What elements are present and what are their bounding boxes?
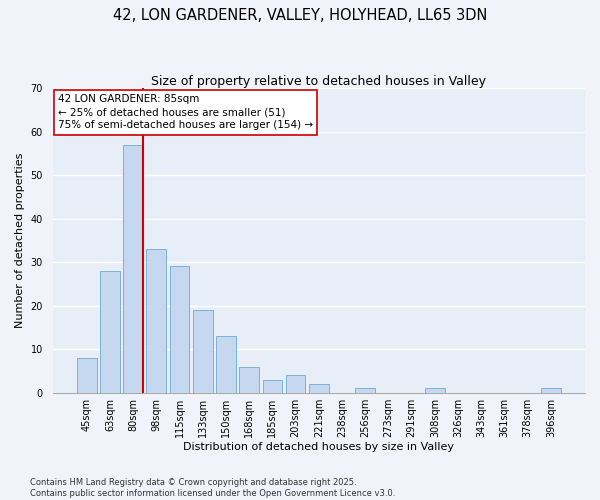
Text: 42, LON GARDENER, VALLEY, HOLYHEAD, LL65 3DN: 42, LON GARDENER, VALLEY, HOLYHEAD, LL65… [113,8,487,22]
Bar [170,266,190,392]
Bar [541,388,561,392]
Bar [425,388,445,392]
Bar [216,336,236,392]
Bar [146,249,166,392]
Bar [77,358,97,392]
Bar [263,380,282,392]
Text: 42 LON GARDENER: 85sqm
← 25% of detached houses are smaller (51)
75% of semi-det: 42 LON GARDENER: 85sqm ← 25% of detached… [58,94,313,130]
Text: Contains HM Land Registry data © Crown copyright and database right 2025.
Contai: Contains HM Land Registry data © Crown c… [30,478,395,498]
Y-axis label: Number of detached properties: Number of detached properties [15,152,25,328]
Bar [100,271,120,392]
X-axis label: Distribution of detached houses by size in Valley: Distribution of detached houses by size … [184,442,454,452]
Bar [355,388,375,392]
Bar [286,376,305,392]
Bar [123,144,143,392]
Bar [309,384,329,392]
Bar [193,310,212,392]
Bar [239,366,259,392]
Title: Size of property relative to detached houses in Valley: Size of property relative to detached ho… [151,75,487,88]
